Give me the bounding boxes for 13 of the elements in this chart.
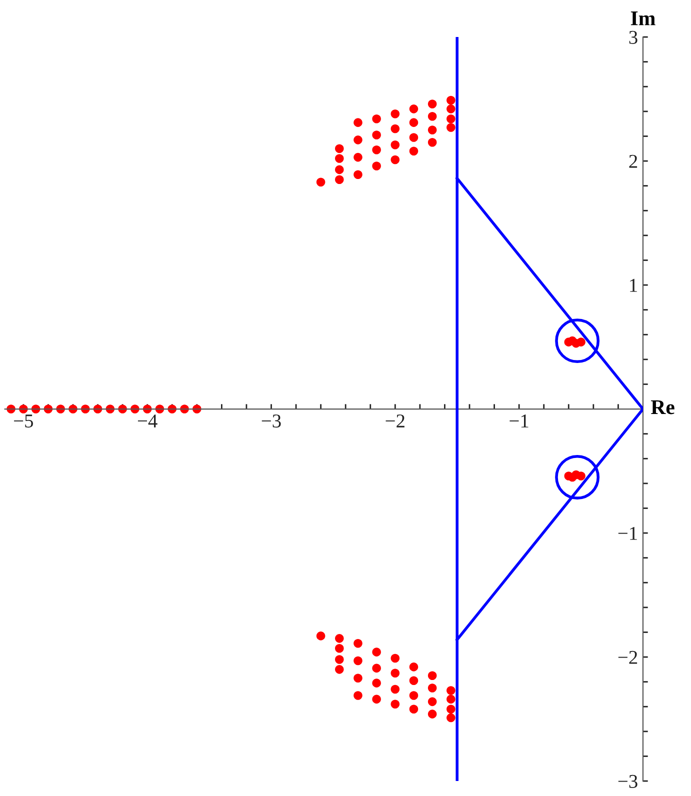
y-tick-label: 3 <box>629 30 638 44</box>
y-tick-label: 2 <box>629 154 638 168</box>
x-tick-label: −5 <box>14 414 34 428</box>
x-axis-title: Re <box>650 400 674 414</box>
y-axis-title: Im <box>630 11 656 26</box>
y-tick-label: −3 <box>618 774 638 788</box>
x-tick-label: −4 <box>138 414 158 428</box>
y-tick-label: −2 <box>618 650 638 664</box>
y-tick-label: −1 <box>618 526 637 540</box>
x-tick-label: −2 <box>386 414 404 428</box>
y-tick-label: 1 <box>630 278 637 292</box>
x-tick-label: −1 <box>510 414 528 428</box>
x-tick-label: −3 <box>262 414 281 428</box>
